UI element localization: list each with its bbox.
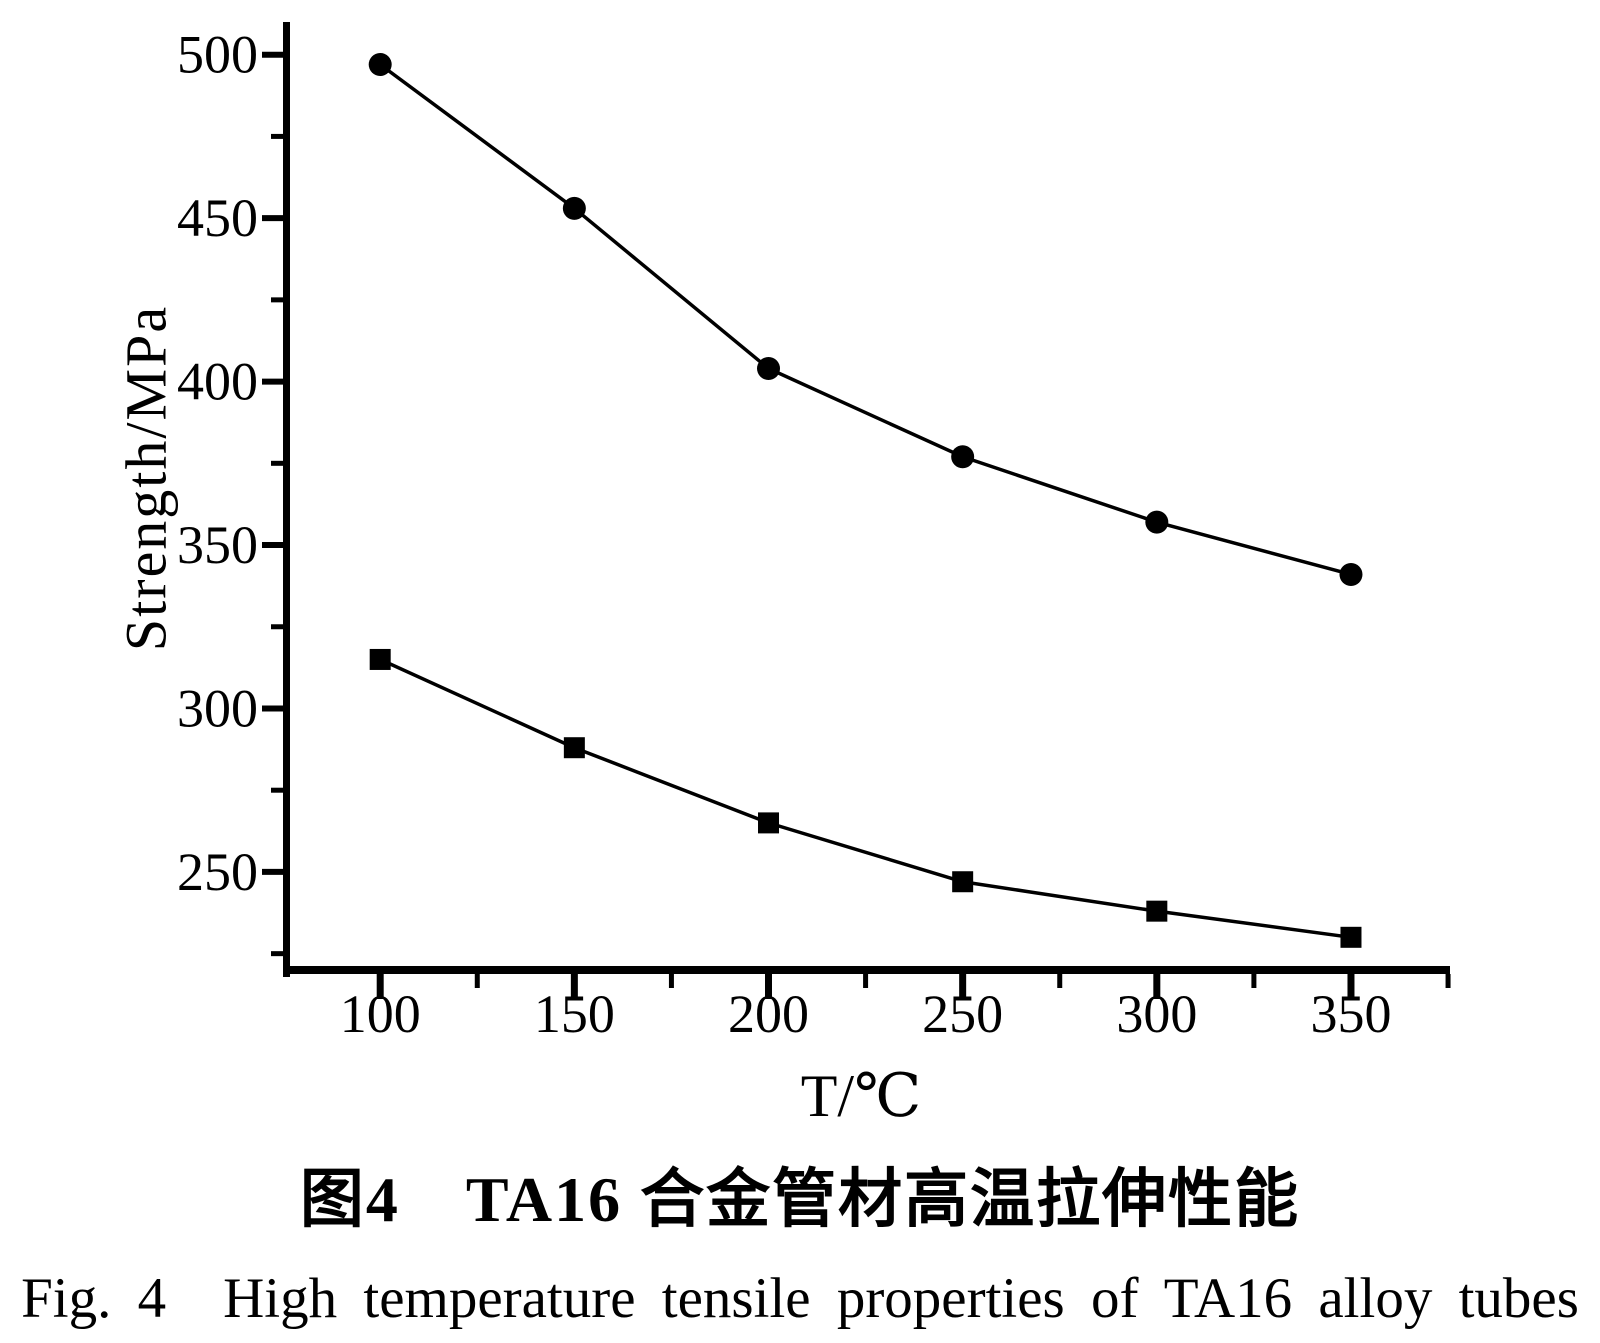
x-tick-label: 350 (1310, 984, 1391, 1044)
upper-strength-curve-point (1145, 510, 1169, 534)
x-tick-label: 200 (728, 984, 809, 1044)
x-axis-label: T/℃ (800, 1063, 922, 1129)
lower-strength-curve-point (952, 871, 974, 893)
x-tick-label: 150 (534, 984, 615, 1044)
lower-strength-curve-line (379, 657, 1352, 940)
y-tick-label: 500 (177, 25, 258, 85)
y-axis-label: Strength/MPa (113, 304, 179, 652)
upper-strength-curve-point (951, 445, 975, 469)
lower-strength-curve-point (758, 812, 780, 834)
upper-strength-curve-point (1339, 562, 1363, 586)
upper-strength-curve-point (368, 52, 392, 76)
caption-chinese: 图4 TA16 合金管材高温拉伸性能 (299, 1164, 1301, 1235)
y-tick-label: 350 (177, 515, 258, 575)
x-tick-label: 250 (922, 984, 1003, 1044)
lower-strength-curve-point (1340, 926, 1362, 948)
lower-strength-curve-point (563, 737, 585, 759)
caption-english: Fig. 4 High temperature tensile properti… (21, 1267, 1579, 1330)
y-tick-label: 450 (177, 188, 258, 248)
y-tick-label: 250 (177, 842, 258, 902)
y-tick-label: 400 (177, 352, 258, 412)
upper-strength-curve-line (379, 63, 1352, 577)
x-tick-label: 100 (340, 984, 421, 1044)
lower-strength-curve-point (369, 648, 391, 670)
y-tick-label: 300 (177, 678, 258, 738)
lower-strength-curve-point (1146, 900, 1168, 922)
x-tick-label: 300 (1116, 984, 1197, 1044)
upper-strength-curve-point (562, 196, 586, 220)
upper-strength-curve-point (757, 357, 781, 381)
